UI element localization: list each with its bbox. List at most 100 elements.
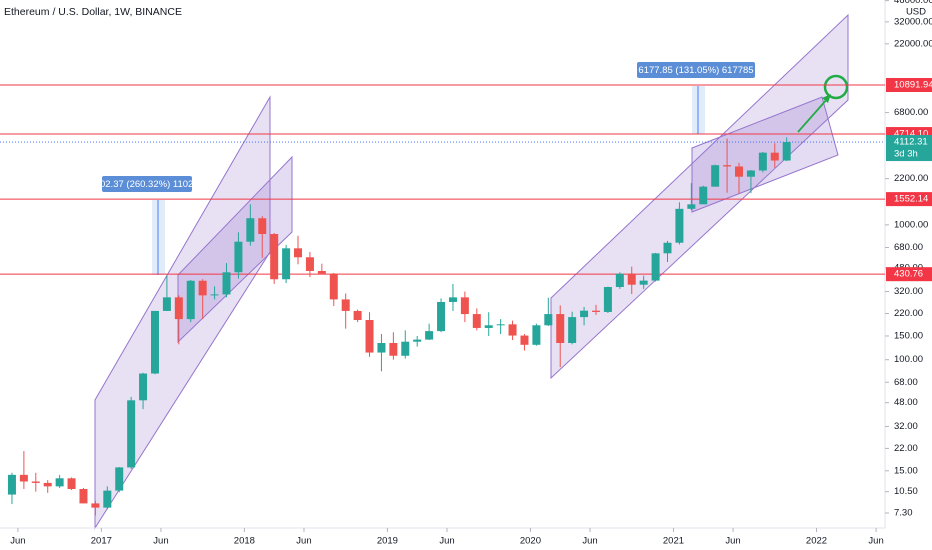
x-tick-label: Jun: [296, 536, 311, 547]
candle-body: [580, 310, 589, 318]
measure-label-box: [102, 176, 192, 192]
x-tick-label: Jun: [868, 536, 883, 547]
y-tick-label: 1000.00: [894, 219, 928, 230]
level-label: 10891.94: [894, 80, 932, 91]
candle-body: [437, 301, 446, 332]
candle-body: [31, 481, 40, 483]
candle-body: [246, 218, 255, 242]
candle-body: [532, 325, 541, 345]
candle-body: [139, 373, 148, 401]
candle-body: [425, 331, 434, 340]
x-tick-label: 2021: [663, 536, 684, 547]
candle-body: [401, 341, 410, 356]
last-price-tag: [886, 135, 932, 162]
candle-body: [270, 234, 279, 280]
candle-body: [341, 299, 350, 311]
candle-body: [735, 166, 744, 177]
candle-body: [615, 273, 624, 288]
target-circle: [823, 74, 849, 100]
candle-body: [91, 503, 100, 508]
y-tick-label: 220.00: [894, 308, 923, 319]
candle-body: [43, 482, 52, 487]
level-label: 430.76: [894, 269, 923, 280]
candle-body: [520, 335, 529, 345]
y-tick-label: 32.00: [894, 421, 918, 432]
candle-body: [79, 488, 88, 504]
measure-box: [152, 200, 165, 275]
candle-body: [210, 294, 219, 296]
x-tick-label: 2018: [234, 536, 255, 547]
candle-body: [496, 324, 505, 326]
measure-label: 1102.37 (260.32%) 110237: [90, 179, 204, 190]
candle-body: [377, 343, 386, 353]
x-tick-label: 2019: [377, 536, 398, 547]
candle-body: [329, 273, 338, 300]
candle-body: [603, 287, 612, 312]
candle-body: [353, 310, 362, 321]
y-tick-label: 68.00: [894, 377, 918, 388]
measure-box: [692, 86, 705, 134]
candle-body: [448, 297, 457, 302]
candle-body: [568, 317, 577, 344]
candle-body: [639, 280, 648, 285]
candle-body: [627, 273, 636, 285]
target-arrow: [797, 97, 829, 133]
level-tag: [886, 78, 932, 93]
candle-body: [460, 297, 469, 315]
y-tick-label: 46000.00: [894, 0, 932, 6]
candle-body: [162, 297, 171, 311]
countdown: 3d 3h: [894, 149, 918, 160]
candle-body: [687, 204, 696, 209]
x-tick-label: 2020: [520, 536, 541, 547]
x-tick-label: Jun: [725, 536, 740, 547]
candle-body: [127, 400, 136, 468]
candle-body: [186, 280, 195, 320]
candle-body: [508, 324, 517, 336]
candle-body: [222, 272, 231, 295]
level-label: 4714.10: [894, 129, 928, 140]
candle-body: [484, 325, 493, 328]
candle-body: [365, 320, 374, 353]
y-tick-label: 320.00: [894, 286, 923, 297]
y-tick-label: 15.00: [894, 465, 918, 476]
candle-body: [651, 253, 660, 281]
y-tick-label: 22.00: [894, 443, 918, 454]
measure-label: 6177.85 (131.05%) 617785: [638, 65, 753, 76]
candle-body: [305, 257, 314, 271]
x-tick-label: 2017: [91, 536, 112, 547]
candle-body: [413, 339, 422, 342]
candle-body: [103, 490, 112, 508]
candle-body: [663, 242, 672, 254]
x-tick-label: Jun: [439, 536, 454, 547]
y-unit: USD: [906, 7, 926, 18]
candle-body: [758, 152, 767, 171]
candle-body: [556, 314, 565, 344]
candle-body: [174, 297, 183, 320]
x-tick-label: Jun: [10, 536, 25, 547]
candle-body: [67, 478, 76, 489]
y-tick-label: 2200.00: [894, 173, 928, 184]
measure-label-box: [637, 62, 755, 78]
candle-body: [282, 248, 291, 280]
y-tick-label: 10.50: [894, 486, 918, 497]
chart-title: Ethereum / U.S. Dollar, 1W, BINANCE: [4, 6, 182, 18]
x-tick-label: Jun: [582, 536, 597, 547]
candle-body: [711, 165, 720, 187]
candle-body: [115, 467, 124, 491]
candle-body: [55, 478, 64, 487]
candle-body: [746, 170, 755, 177]
candle-body: [723, 165, 732, 167]
arrow-head: [822, 94, 831, 103]
y-tick-label: 22000.00: [894, 38, 932, 49]
candle-body: [675, 208, 684, 243]
candle-body: [7, 474, 16, 495]
candle-body: [150, 310, 159, 374]
y-tick-label: 32000.00: [894, 16, 932, 27]
level-tag: [886, 192, 932, 207]
last-price-label: 4112.31: [894, 137, 928, 148]
candle-body: [544, 314, 553, 326]
candle-body: [389, 343, 398, 356]
